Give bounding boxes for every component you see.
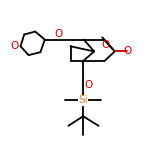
Text: O: O [101, 40, 109, 50]
Text: O: O [85, 80, 93, 90]
Text: O: O [11, 41, 19, 51]
Text: O: O [54, 29, 62, 39]
Text: O: O [123, 46, 131, 56]
Text: Si: Si [78, 95, 88, 105]
